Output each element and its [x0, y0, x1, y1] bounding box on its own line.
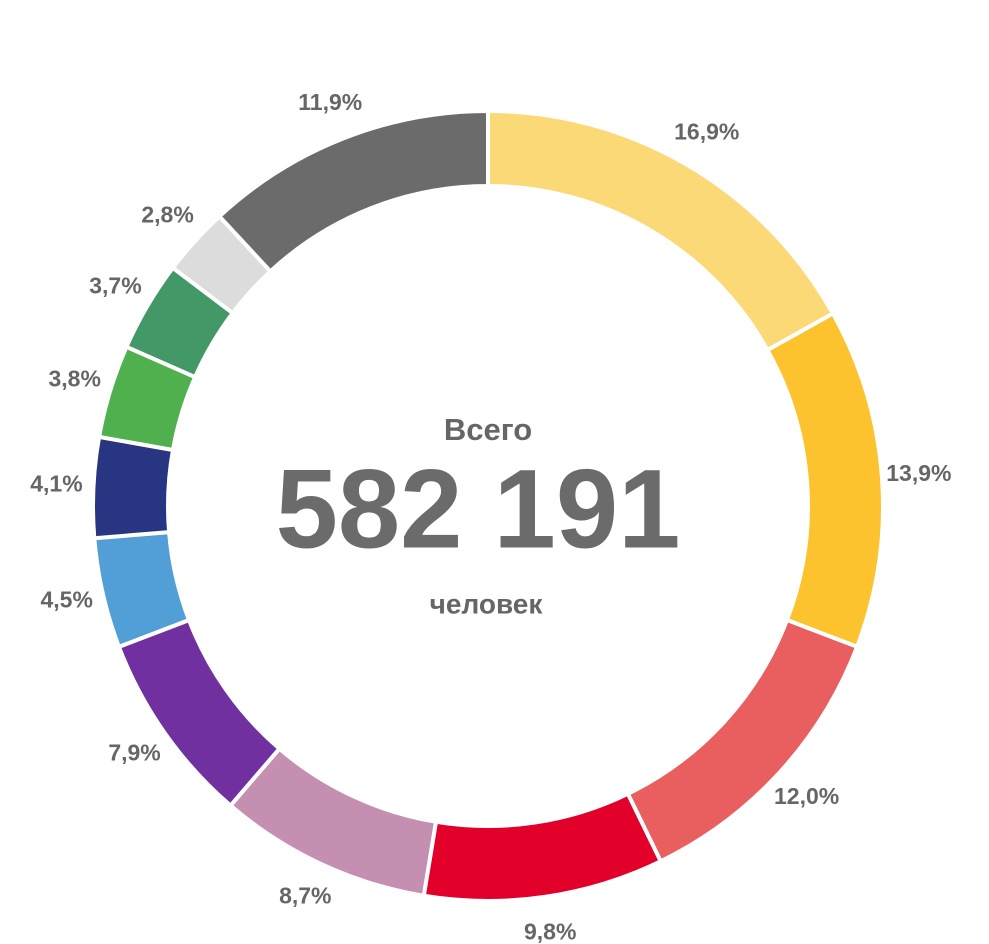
- data-label: 11,9%: [298, 89, 362, 115]
- donut-slice: [625, 617, 860, 864]
- data-label: 12,0%: [774, 783, 839, 809]
- data-label: 8,7%: [279, 883, 331, 909]
- donut-slice: [764, 310, 885, 650]
- donut-slice: [486, 108, 836, 353]
- data-label: 13,9%: [886, 460, 951, 486]
- donut-slice: [421, 791, 664, 903]
- data-label: 7,9%: [108, 739, 160, 765]
- data-label: 9,8%: [524, 919, 576, 944]
- donut-slice: [216, 108, 490, 275]
- data-label: 2,8%: [141, 201, 193, 227]
- data-label: 4,5%: [40, 587, 92, 613]
- data-label: 16,9%: [674, 119, 739, 145]
- center-top: Всего: [444, 412, 532, 447]
- donut-slice: [116, 617, 283, 809]
- data-label: 3,7%: [89, 272, 141, 298]
- data-label: 4,1%: [30, 471, 82, 497]
- center-bottom: человек: [430, 588, 544, 619]
- donut-slice: [91, 434, 176, 541]
- data-label: 3,8%: [48, 365, 100, 391]
- center-total: 582 191: [276, 447, 681, 572]
